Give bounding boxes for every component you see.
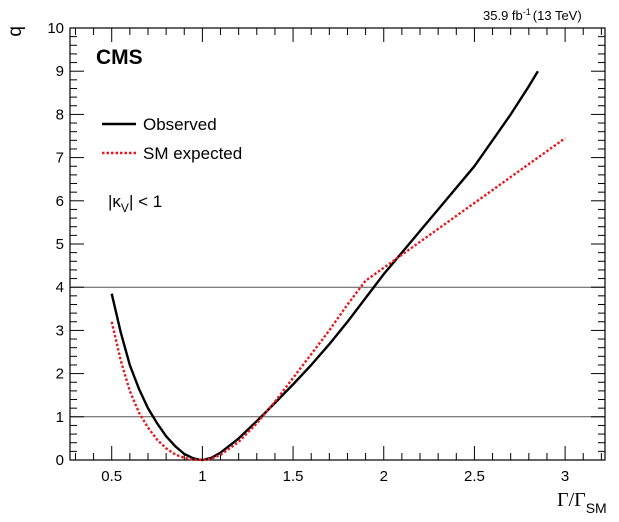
y-tick-label: 10 <box>47 20 64 37</box>
x-axis-label-main: Γ/Γ <box>557 489 586 511</box>
y-axis-label: q <box>5 26 26 37</box>
y-tick-label: 7 <box>56 150 64 167</box>
x-axis-label: Γ/ΓSM <box>557 489 607 516</box>
x-tick-label: 1 <box>198 468 206 485</box>
kappa-suffix: | < 1 <box>129 192 162 211</box>
y-tick-label: 2 <box>56 366 64 383</box>
x-tick-label: 0.5 <box>101 468 122 485</box>
x-tick-label: 2.5 <box>464 468 485 485</box>
y-tick-label: 1 <box>56 409 64 426</box>
kappa-prefix: |κ <box>108 192 121 211</box>
x-axis-label-sub: SM <box>586 500 607 516</box>
legend: Observed SM expected <box>102 115 242 163</box>
y-tick-label: 4 <box>56 279 64 296</box>
kappa-annotation: |κV| < 1 <box>108 192 162 215</box>
y-tick-label: 3 <box>56 322 64 339</box>
plot-area: 0 1 2 3 4 5 6 7 8 9 10 0.5 1 1.5 2 2.5 3 <box>47 20 606 485</box>
x-tick-label: 3 <box>561 468 569 485</box>
luminosity-exponent: -1 <box>523 7 531 17</box>
luminosity-label: 35.9 fb-1 (13 TeV) <box>483 7 582 23</box>
kappa-sub: V <box>121 201 129 215</box>
y-tick-label: 6 <box>56 193 64 210</box>
series-line-sm-expected <box>110 137 566 462</box>
series-line-observed <box>110 70 539 462</box>
experiment-label: CMS <box>96 46 143 69</box>
x-tick-label: 2 <box>380 468 388 485</box>
energy-label: (13 TeV) <box>533 8 582 23</box>
legend-label-observed: Observed <box>143 115 217 134</box>
y-tick-label: 8 <box>56 106 64 123</box>
x-tick-label: 1.5 <box>283 468 304 485</box>
legend-label-sm-expected: SM expected <box>143 144 242 163</box>
y-tick-label: 5 <box>56 236 64 253</box>
y-tick-label: 9 <box>56 63 64 80</box>
y-tick-label: 0 <box>56 452 64 469</box>
luminosity-value: 35.9 fb <box>483 8 523 23</box>
